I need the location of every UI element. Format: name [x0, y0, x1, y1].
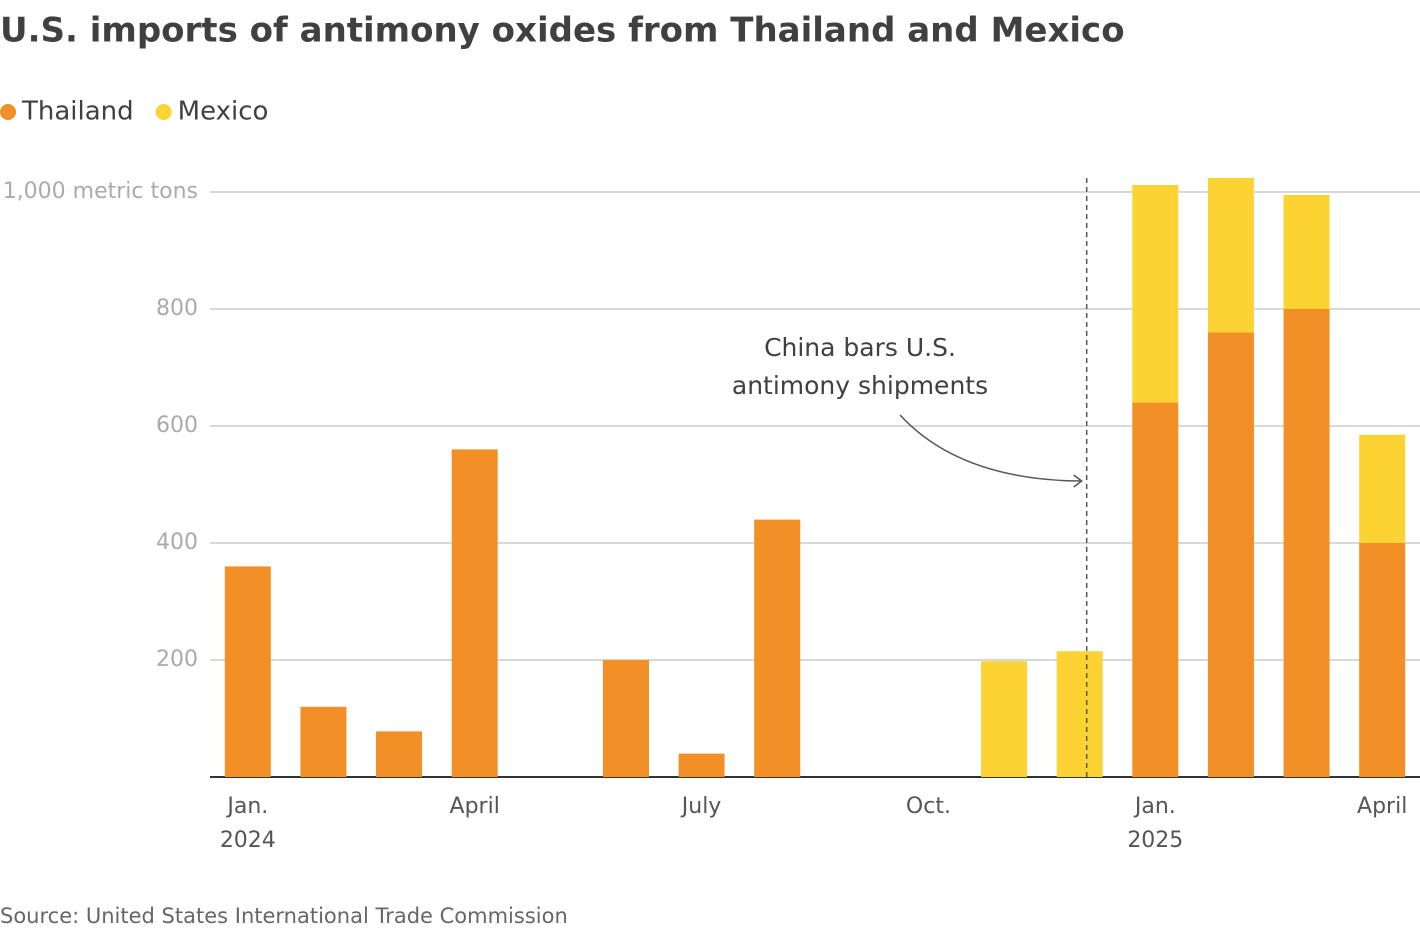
bar: [1359, 543, 1406, 777]
bar: [376, 731, 423, 777]
bar: [754, 519, 801, 777]
x-year-label: 2025: [1127, 828, 1183, 853]
legend-swatch: [155, 104, 172, 120]
bar: [1132, 402, 1179, 777]
x-tick-label: Jan.: [1133, 794, 1176, 819]
x-year-label: 2024: [220, 828, 276, 853]
bar: [451, 449, 498, 777]
y-tick-label: 800: [156, 296, 198, 321]
bar: [1283, 194, 1330, 309]
y-tick-label: 1,000 metric tons: [3, 179, 198, 204]
annotation-arrowhead: [1073, 474, 1083, 488]
annotation-text: antimony shipments: [732, 371, 988, 400]
bar: [981, 661, 1028, 777]
x-tick-label: April: [450, 794, 500, 819]
bar: [300, 706, 347, 777]
x-tick-label: April: [1357, 794, 1407, 819]
x-tick-label: Jan.: [225, 794, 268, 819]
source: Source: United States International Trad…: [0, 904, 568, 928]
x-tick-label: July: [680, 794, 722, 819]
annotation-text: China bars U.S.: [764, 333, 956, 362]
bar: [1359, 434, 1406, 543]
x-tick-label: Oct.: [906, 794, 951, 819]
bar: [224, 566, 271, 777]
annotation-arrow: [899, 414, 1081, 482]
bar: [1207, 177, 1254, 333]
bar: [1132, 184, 1179, 403]
legend-swatch: [0, 104, 16, 120]
legend-label: Thailand: [21, 97, 134, 127]
chart-title: U.S. imports of antimony oxides from Tha…: [0, 11, 1125, 51]
bar: [678, 753, 725, 777]
y-tick-label: 600: [156, 413, 198, 438]
bar: [602, 660, 649, 777]
y-tick-label: 400: [156, 530, 198, 555]
bar: [1283, 309, 1330, 777]
bar: [1207, 332, 1254, 777]
bar: [1056, 651, 1103, 777]
y-tick-label: 200: [156, 647, 198, 672]
legend-label: Mexico: [178, 97, 269, 127]
